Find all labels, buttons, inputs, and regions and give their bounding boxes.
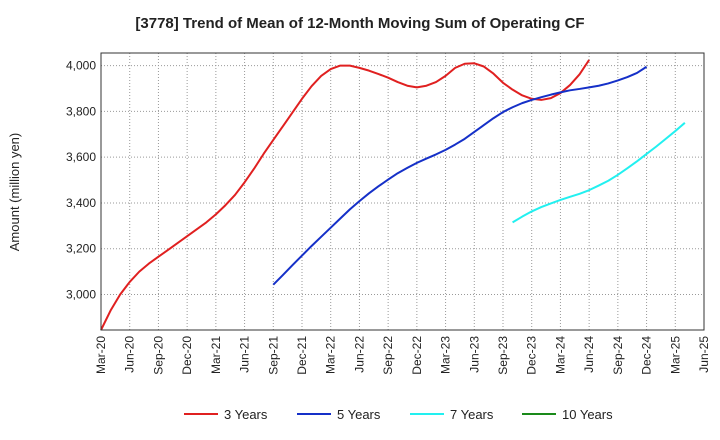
y-axis-label: Amount (million yen) [7, 133, 22, 252]
plot-frame [100, 52, 705, 331]
x-tick-label: Jun-23 [467, 336, 481, 373]
x-axis-ticks: Mar-20 Jun-20 Sep-20 Dec-20 Mar-21 Jun-21 Sep-… [94, 336, 711, 375]
chart-title: [3778] Trend of Mean of 12-Month Moving … [135, 15, 584, 32]
x-tick-label: Jun-24 [582, 336, 596, 373]
y-tick-label: 3,600 [66, 150, 96, 164]
x-tick-label: Mar-23 [439, 336, 453, 374]
x-tick-label: Jun-22 [352, 336, 366, 373]
series-line-7-years [512, 122, 686, 224]
legend-label: 3 Years [224, 407, 268, 422]
x-tick-label: Mar-20 [94, 336, 108, 374]
x-tick-label: Dec-23 [525, 336, 539, 375]
y-tick-label: 3,000 [66, 288, 96, 302]
x-tick-label: Dec-21 [295, 336, 309, 375]
legend-label: 10 Years [562, 407, 613, 422]
legend-label: 5 Years [337, 407, 381, 422]
y-tick-label: 3,200 [66, 242, 96, 256]
y-tick-label: 4,000 [66, 59, 96, 73]
x-tick-label: Mar-24 [553, 336, 567, 374]
x-tick-label: Mar-21 [209, 336, 223, 374]
x-tick-label: Sep-21 [266, 336, 280, 375]
x-tick-label: Sep-24 [611, 336, 625, 375]
y-tick-label: 3,400 [66, 196, 96, 210]
x-tick-label: Sep-23 [496, 336, 510, 375]
x-tick-label: Sep-22 [381, 336, 395, 375]
y-tick-label: 3,800 [66, 104, 96, 118]
x-tick-label: Sep-20 [151, 336, 165, 375]
legend-label: 7 Years [450, 407, 494, 422]
series-line-5-years [272, 65, 648, 286]
x-tick-label: Dec-20 [180, 336, 194, 375]
x-tick-label: Jun-25 [697, 336, 711, 373]
series-line-3-years [100, 59, 590, 331]
grid-lines [101, 53, 704, 330]
x-tick-label: Mar-22 [324, 336, 338, 374]
x-tick-label: Jun-21 [238, 336, 252, 373]
y-axis-ticks: 3,000 3,200 3,400 3,600 3,800 4,000 [66, 59, 96, 302]
x-tick-label: Dec-22 [410, 336, 424, 375]
legend: 3 Years 5 Years 7 Years 10 Years [184, 407, 613, 422]
x-tick-label: Dec-24 [640, 336, 654, 375]
x-tick-label: Mar-25 [668, 336, 682, 374]
x-tick-label: Jun-20 [123, 336, 137, 373]
series-layer [100, 59, 686, 331]
